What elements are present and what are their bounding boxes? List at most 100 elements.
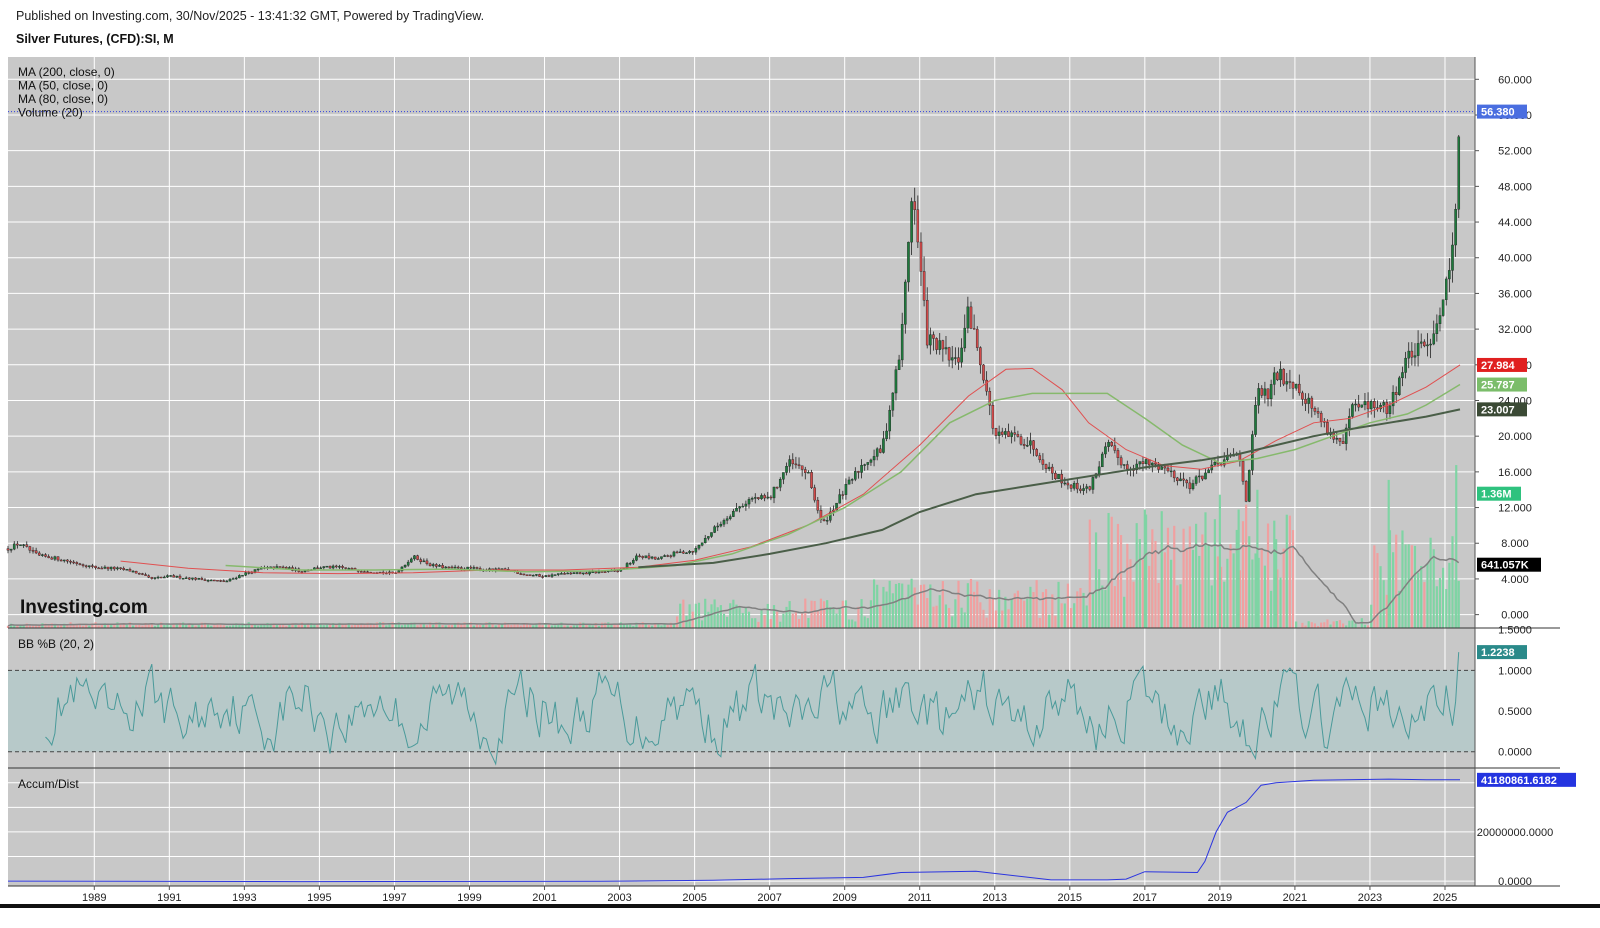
candle (816, 499, 820, 511)
candle (997, 431, 1001, 436)
volume-bar (541, 625, 544, 628)
volume-bar (772, 605, 776, 628)
volume-bar (1351, 620, 1354, 628)
x-tick-label: 2019 (1208, 892, 1232, 904)
symbol-title: Silver Futures, (CFD):SI, M (16, 32, 174, 46)
y-tick-label: 60.000 (1498, 74, 1532, 86)
volume-bar (472, 625, 475, 628)
candle (12, 543, 16, 550)
volume-bar (1401, 530, 1404, 628)
candle (675, 551, 679, 554)
volume-bar (1188, 526, 1191, 628)
candle (1188, 482, 1192, 490)
candle (772, 486, 776, 499)
candle (422, 560, 426, 563)
volume-bar (435, 622, 438, 628)
candle (1307, 397, 1310, 404)
volume-bar (679, 603, 682, 628)
volume-bar (960, 607, 963, 628)
volume-bar (922, 584, 926, 628)
candle (647, 555, 651, 559)
volume-bar (1176, 585, 1179, 628)
candle (591, 571, 594, 573)
candle (863, 464, 866, 466)
volume-bar (110, 624, 113, 628)
candle (328, 565, 332, 569)
last-value-label: 41180861.6182 (1481, 775, 1557, 787)
volume-bar (172, 623, 175, 628)
volume-bar (241, 623, 244, 628)
candle (944, 347, 948, 350)
volume-bar (657, 624, 660, 628)
volume-bar (1276, 569, 1279, 628)
volume-bar (232, 625, 235, 628)
candle (1335, 437, 1339, 440)
candle (419, 559, 423, 563)
volume-bar (1098, 569, 1101, 628)
volume-bar (675, 616, 679, 628)
volume-bar (888, 580, 891, 628)
candle (416, 555, 419, 560)
volume-bar (547, 624, 550, 628)
volume-bar (78, 623, 82, 628)
candle (113, 566, 116, 570)
volume-bar (1179, 584, 1182, 628)
candle (1138, 461, 1142, 465)
candle (37, 552, 41, 556)
volume-bar (278, 624, 282, 628)
volume-bar (1035, 580, 1038, 628)
volume-bar (144, 622, 147, 628)
candle (1301, 392, 1304, 400)
candle (1297, 383, 1301, 394)
candle (1394, 392, 1398, 395)
volume-bar (344, 624, 347, 628)
volume-bar (1166, 527, 1170, 628)
volume-bar (469, 622, 472, 628)
candle (144, 574, 147, 576)
volume-bar (1263, 565, 1266, 628)
candle (131, 570, 135, 573)
candle (1041, 459, 1045, 465)
candle (838, 494, 841, 504)
bb-tick-label: 0.0000 (1498, 747, 1532, 759)
volume-bar (1279, 577, 1282, 628)
volume-bar (1348, 620, 1351, 628)
volume-bar (1241, 521, 1245, 628)
candle (200, 578, 204, 580)
candle (866, 462, 870, 465)
ma50-line (225, 383, 1461, 573)
volume-bar (585, 624, 588, 628)
candle (688, 551, 691, 553)
volume-bar (1457, 580, 1460, 628)
last-value-label: 56.380 (1481, 107, 1515, 119)
volume-bar (56, 625, 60, 628)
volume-bar (100, 624, 103, 628)
bb-tick-label: 1.0000 (1498, 665, 1532, 677)
volume-bar (1110, 516, 1113, 628)
candle (75, 562, 79, 564)
candle (400, 566, 404, 572)
volume-bar (300, 622, 303, 628)
volume-bar (1060, 603, 1063, 628)
x-tick-label: 2015 (1058, 892, 1082, 904)
volume-bar (178, 622, 182, 628)
volume-bar (988, 589, 991, 628)
candle (963, 327, 967, 349)
y-tick-label: 8.000 (1501, 538, 1529, 550)
candle (363, 571, 366, 573)
volume-bar (716, 607, 719, 628)
volume-bar (538, 622, 541, 628)
candle (685, 552, 688, 554)
candle (700, 542, 704, 546)
volume-bar (1385, 594, 1388, 628)
volume-bar (463, 622, 466, 628)
candle (138, 573, 141, 575)
candle (1444, 278, 1448, 300)
volume-bar (579, 622, 582, 628)
candle (835, 502, 838, 511)
volume-bar (613, 623, 616, 628)
candle (1044, 464, 1048, 470)
candle (194, 577, 197, 580)
volume-bar (385, 625, 388, 628)
